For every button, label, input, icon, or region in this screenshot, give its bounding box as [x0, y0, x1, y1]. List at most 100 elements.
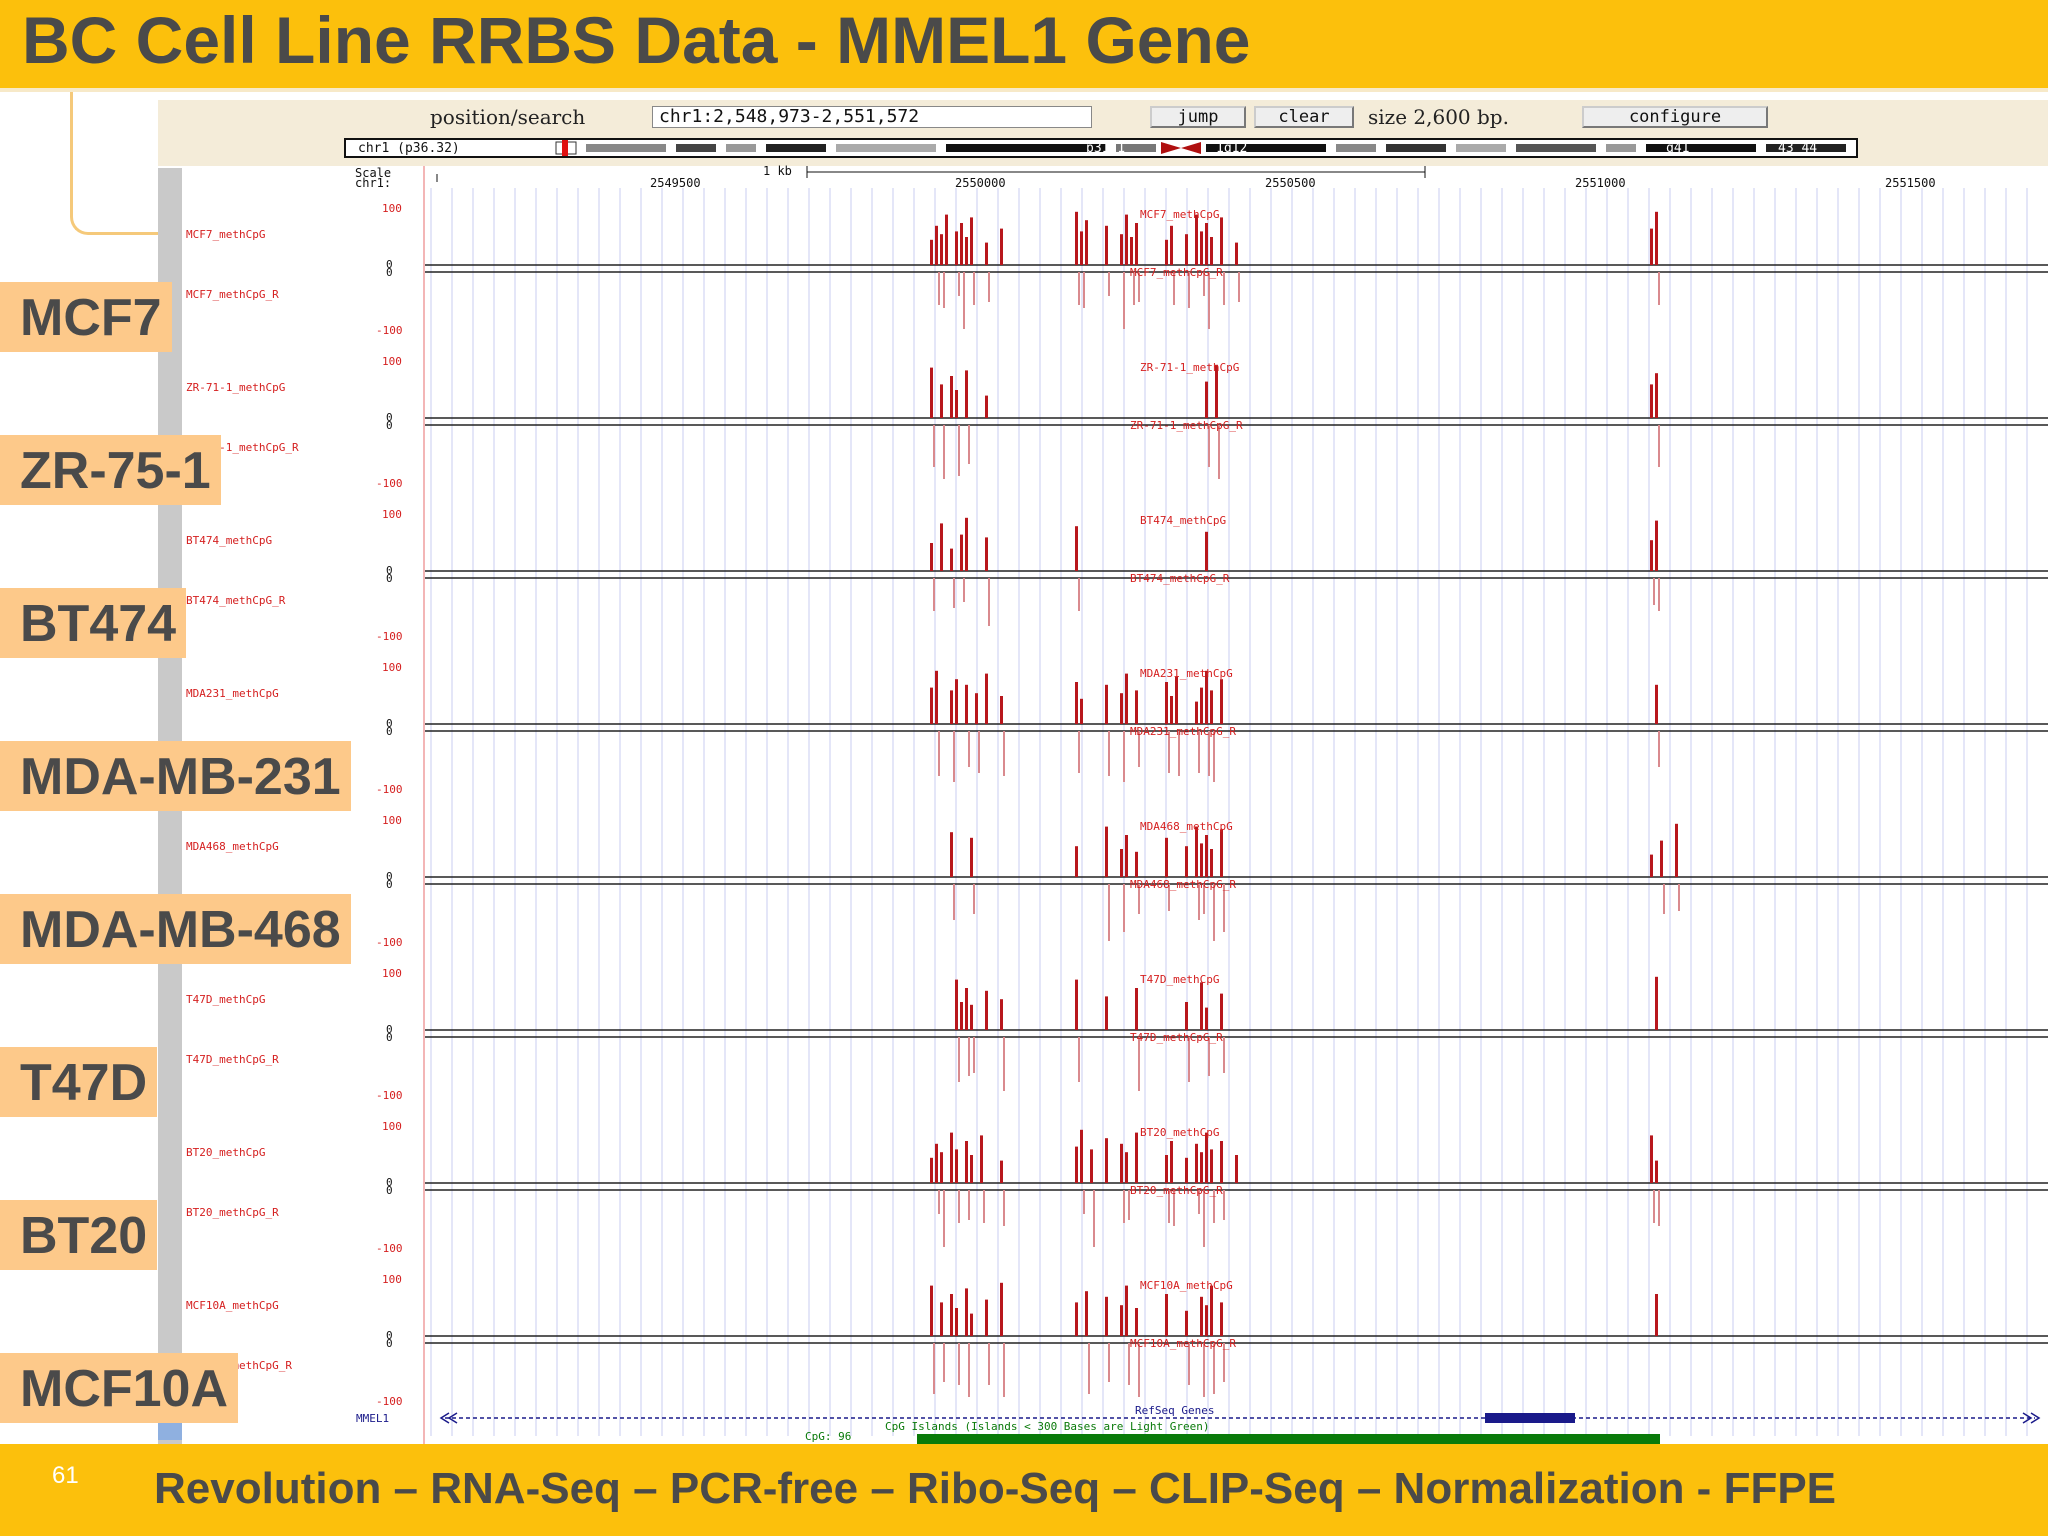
meth-bar	[955, 679, 958, 724]
clear-button[interactable]: clear	[1254, 106, 1354, 128]
track-title-forward: MDA468_methCpG	[1140, 820, 1233, 833]
meth-bar-reverse	[1003, 1190, 1005, 1226]
axis-max-label: 100	[382, 967, 402, 980]
meth-bar-reverse	[953, 731, 955, 782]
meth-bar-reverse	[1173, 1190, 1175, 1226]
meth-bar	[1210, 237, 1213, 265]
meth-bar	[1200, 982, 1203, 1030]
meth-bar	[1075, 526, 1078, 571]
meth-bar	[1105, 225, 1108, 265]
meth-bar-reverse	[1138, 1037, 1140, 1091]
meth-bar	[955, 231, 958, 265]
meth-bar-reverse	[1168, 1190, 1170, 1223]
meth-bar	[1185, 1310, 1188, 1336]
meth-bar-reverse	[963, 578, 965, 602]
cell-line-label: BT474	[0, 588, 187, 658]
meth-bar	[965, 684, 968, 724]
meth-bar	[1200, 687, 1203, 724]
track-label-forward: MDA231_methCpG	[186, 687, 279, 700]
meth-bar	[1000, 1160, 1003, 1183]
gene-track-handle[interactable]	[158, 1422, 182, 1440]
meth-bar	[1120, 693, 1123, 724]
axis-min-label: -100	[376, 936, 403, 949]
meth-bar	[1135, 851, 1138, 877]
axis-min-label: -100	[376, 324, 403, 337]
meth-bar	[940, 234, 943, 265]
jump-button[interactable]: jump	[1150, 106, 1246, 128]
meth-bar	[930, 543, 933, 571]
meth-bar-reverse	[988, 272, 990, 302]
chr-coordinate-label: chr1:	[355, 176, 392, 190]
meth-bar	[1105, 1138, 1108, 1183]
meth-bar-reverse	[1168, 884, 1170, 911]
label-divider	[423, 166, 425, 1456]
meth-bar	[1135, 690, 1138, 724]
chromosome-band-label: chr1 (p36.32)	[358, 141, 460, 156]
meth-bar-reverse	[978, 731, 980, 773]
meth-bar	[975, 693, 978, 724]
meth-bar-reverse	[958, 272, 960, 296]
meth-bar	[980, 1135, 983, 1183]
track-title-reverse: BT20_methCpG_R	[1130, 1184, 1223, 1197]
configure-button[interactable]: configure	[1582, 106, 1768, 128]
meth-bar-reverse	[1223, 884, 1225, 932]
meth-bar	[1660, 840, 1663, 877]
meth-bar-reverse	[1173, 272, 1175, 305]
meth-bar-reverse	[988, 1343, 990, 1385]
page-number: 61	[52, 1462, 79, 1489]
track-drag-handles[interactable]	[158, 168, 182, 1456]
meth-bar	[1200, 843, 1203, 877]
axis-min-label: -100	[376, 1089, 403, 1102]
meth-bar	[1125, 1285, 1128, 1336]
meth-bar	[950, 376, 953, 418]
meth-bar	[1200, 1152, 1203, 1183]
track-title-reverse: ZR-71-1_methCpG_R	[1130, 419, 1243, 432]
meth-bar-reverse	[968, 731, 970, 767]
meth-bar-reverse	[1108, 272, 1110, 296]
meth-bar-reverse	[1188, 272, 1190, 308]
meth-bar	[1205, 670, 1208, 724]
meth-bar-reverse	[1238, 272, 1240, 302]
axis-max-label: 100	[382, 1273, 402, 1286]
meth-bar	[930, 239, 933, 265]
meth-bar	[985, 537, 988, 571]
scale-label: Scale	[355, 166, 392, 180]
meth-bar-reverse	[963, 272, 965, 329]
track-display-area[interactable]: Scale chr1: 1 kb 2549500 2550000 2550500 25510…	[355, 164, 2048, 1456]
meth-bar	[960, 1002, 963, 1030]
meth-bar-reverse	[1658, 578, 1660, 611]
axis-zero-label: 0	[386, 1031, 393, 1044]
chromosome-ideogram[interactable]: chr1 (p36.32) p31.1 1q12 q41 43 44	[344, 138, 1858, 158]
meth-bar	[970, 217, 973, 265]
header-bar: BC Cell Line RRBS Data - MMEL1 Gene	[0, 0, 2048, 88]
meth-bar-reverse	[1003, 1037, 1005, 1091]
meth-bar	[1195, 826, 1198, 877]
track-title-forward: MDA231_methCpG	[1140, 667, 1233, 680]
meth-bar	[1120, 1305, 1123, 1336]
meth-bar-reverse	[958, 1037, 960, 1082]
meth-bar-reverse	[933, 578, 935, 611]
track-title-forward: BT474_methCpG	[1140, 514, 1227, 527]
meth-bar-reverse	[973, 884, 975, 914]
meth-bar	[950, 1294, 953, 1336]
position-search-input[interactable]: chr1:2,548,973-2,551,572	[652, 106, 1092, 128]
gene-strand-arrow-right	[2022, 1412, 2041, 1424]
meth-bar-reverse	[943, 272, 945, 308]
cell-line-label: BT20	[0, 1200, 158, 1270]
axis-zero-label: 0	[386, 1023, 393, 1036]
meth-bar	[1075, 682, 1078, 724]
meth-bar	[1075, 846, 1078, 877]
meth-bar	[985, 673, 988, 724]
band-label-q43: 43 44	[1778, 141, 1818, 156]
gene-name-label: MMEL1	[356, 1412, 390, 1425]
meth-bar-reverse	[1123, 731, 1125, 782]
meth-bar-reverse	[958, 1190, 960, 1223]
meth-bar-reverse	[943, 1343, 945, 1382]
meth-bar	[1200, 231, 1203, 265]
track-title-reverse: T47D_methCpG_R	[1130, 1031, 1223, 1044]
meth-bar	[1165, 682, 1168, 724]
meth-bar	[1650, 384, 1653, 418]
meth-bar	[1080, 698, 1083, 724]
meth-bar	[950, 690, 953, 724]
meth-bar-reverse	[1123, 1190, 1125, 1223]
